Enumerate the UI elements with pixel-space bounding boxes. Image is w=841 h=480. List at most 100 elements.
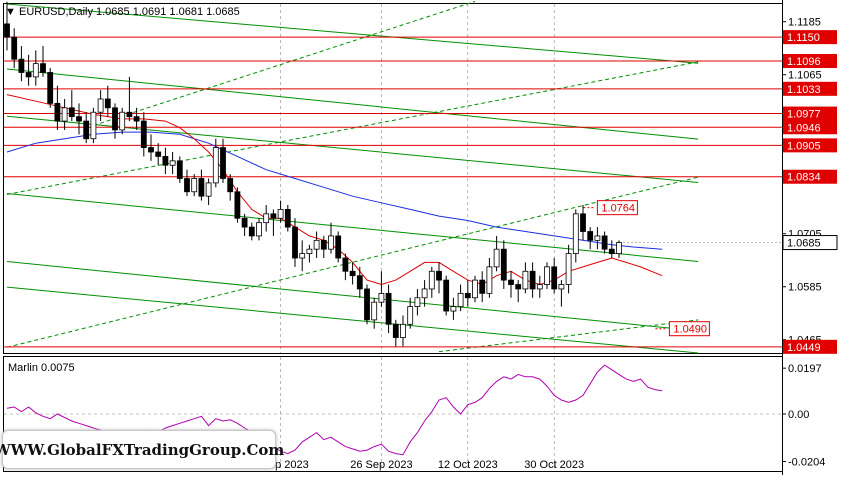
indicator-label: Marlin 0.0075	[8, 362, 75, 374]
level-label: 1.0449	[787, 342, 821, 354]
candle-body	[83, 120, 90, 140]
candle-body	[133, 116, 140, 122]
osc-y-tick-label: 0.0197	[788, 363, 822, 375]
candle-body	[544, 266, 550, 285]
candle-body	[421, 288, 428, 299]
candle-body	[176, 160, 183, 179]
osc-y-tick-label: -0.0204	[788, 456, 825, 468]
level-label: 1.1150	[787, 32, 820, 44]
x-tick-label: 12 Oct 2023	[438, 459, 498, 471]
candle-body	[97, 98, 104, 113]
candle-body	[335, 235, 342, 259]
candle-body	[536, 284, 543, 290]
current-price-box	[782, 235, 838, 251]
candle-body	[25, 72, 32, 78]
candle-body	[54, 102, 61, 122]
candle-body	[184, 178, 190, 193]
candle-body	[61, 107, 68, 122]
candle-body	[392, 323, 399, 338]
candle-body	[572, 213, 579, 255]
candle-body	[522, 270, 529, 290]
candle-body	[162, 156, 169, 166]
ma-fast-line	[6, 94, 663, 286]
level-label-bg	[783, 53, 837, 68]
channel-line	[6, 286, 699, 354]
candle-body	[551, 266, 558, 290]
candle-body	[155, 151, 162, 157]
candle-body	[299, 253, 306, 259]
symbol-info: EURUSD,Daily 1.0685 1.0691 1.0681 1.0685	[19, 6, 240, 18]
osc-y-tick-label: 0.00	[788, 409, 809, 421]
candle-body	[608, 248, 615, 255]
candle-body	[191, 178, 198, 193]
channel-line	[6, 261, 699, 332]
candle-body	[400, 323, 406, 338]
channel-line-dashed	[93, 0, 476, 126]
candle-body	[529, 270, 536, 290]
candle-body	[11, 36, 18, 60]
current-price-label: 1.0685	[787, 238, 821, 250]
candle-body	[407, 306, 414, 325]
candle-body	[479, 279, 486, 294]
axes: 8 Sep 2023 26 Sep 2023 12 Oct 2023 30 Oct 2…	[252, 17, 838, 471]
level-label-bg	[783, 30, 837, 45]
level-label-bg	[783, 138, 837, 153]
candle-body	[371, 301, 378, 321]
candle-body	[47, 72, 54, 104]
horizontal-levels	[4, 36, 782, 348]
candle-body	[205, 182, 212, 197]
candle-body	[104, 98, 111, 109]
candle-body	[414, 297, 421, 308]
target-label-box	[668, 321, 710, 337]
candle-body	[126, 111, 133, 118]
candle-body	[328, 235, 334, 250]
candle-body	[306, 248, 313, 255]
level-label: 1.1033	[787, 84, 821, 96]
candle-body	[68, 107, 75, 118]
candle-body	[263, 213, 270, 224]
candle-body	[284, 209, 291, 228]
candle-body	[227, 178, 234, 193]
x-tick-label: 30 Oct 2023	[524, 459, 584, 471]
candle-body	[76, 116, 82, 122]
channel-line-dashed	[6, 61, 699, 195]
level-label-bg	[783, 339, 837, 354]
candle-body	[515, 284, 522, 290]
dropdown-arrow-icon[interactable]: ▼	[5, 6, 16, 18]
candle-body	[508, 279, 514, 285]
candle-body	[234, 191, 241, 219]
candle-body	[443, 279, 450, 312]
candle-body	[241, 217, 248, 228]
candle-body	[148, 147, 154, 153]
candle-body	[457, 292, 464, 308]
candle-body	[4, 23, 10, 38]
candle-body	[256, 222, 262, 237]
level-label: 1.0946	[787, 122, 821, 134]
channel-line	[6, 193, 699, 263]
candle-body	[594, 235, 601, 241]
candle-body	[198, 178, 205, 197]
candles	[4, 1, 622, 347]
candle-body	[558, 284, 565, 290]
candle-body	[385, 292, 392, 325]
candle-body	[364, 288, 370, 321]
candle-body	[292, 226, 298, 259]
candle-body	[580, 213, 586, 232]
candle-body	[378, 292, 385, 303]
candle-body	[493, 248, 500, 268]
level-label-bg	[783, 106, 837, 121]
candle-body	[32, 63, 39, 78]
candle-body	[18, 58, 25, 73]
candle-body	[356, 275, 363, 290]
y-tick-label: 1.0585	[788, 282, 822, 294]
candle-body	[486, 266, 493, 294]
candle-body	[436, 270, 442, 281]
candle-body	[119, 111, 126, 131]
channel-line	[6, 3, 699, 64]
watermark: WWW.GlobalFXTradingGroup.Com	[0, 430, 284, 469]
candle-body	[220, 147, 226, 179]
candle-body	[500, 248, 507, 281]
